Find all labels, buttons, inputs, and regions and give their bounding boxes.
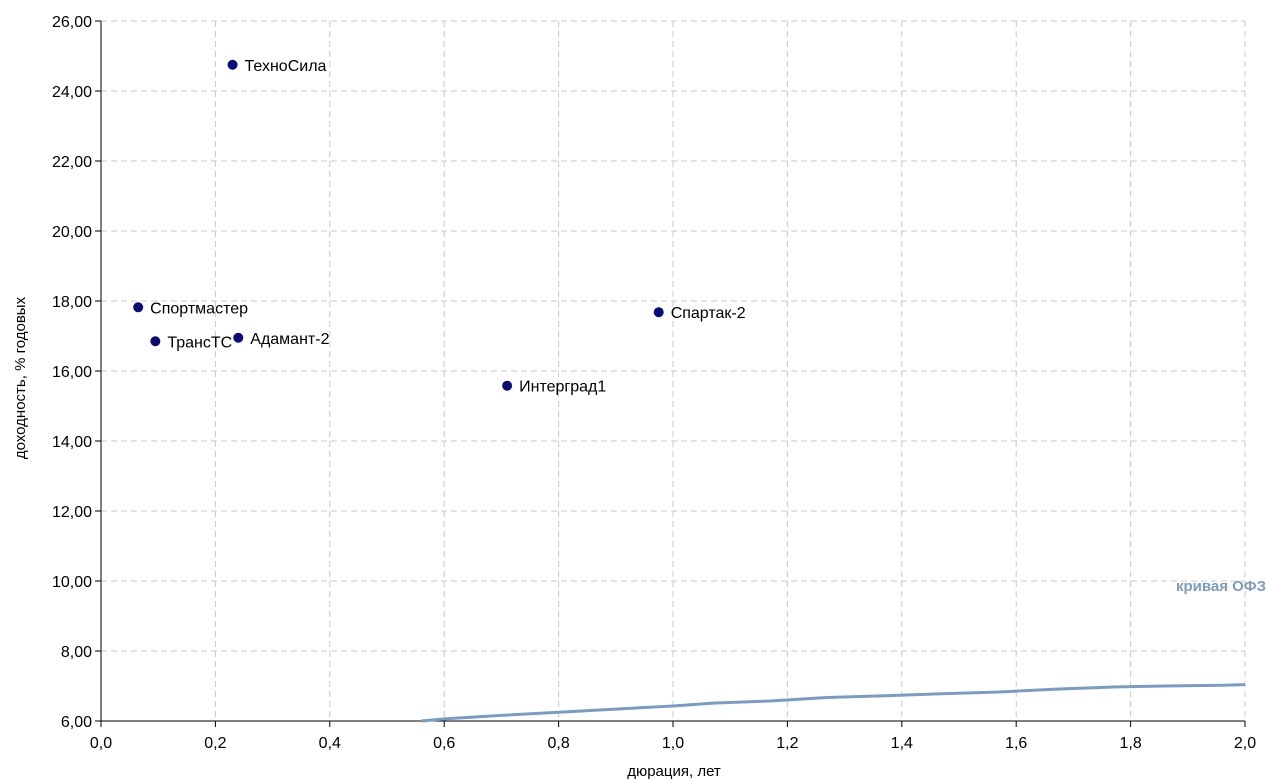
y-axis-title: доходность, % годовых: [12, 296, 29, 459]
x-tick-label: 2,0: [1234, 735, 1256, 752]
data-point: [227, 59, 238, 70]
y-tick-label: 20,00: [52, 224, 92, 241]
y-tick-label: 24,00: [52, 84, 92, 101]
y-tick-label: 12,00: [52, 504, 92, 521]
y-tick-label: 14,00: [52, 434, 92, 451]
ofz-curve-line: [421, 683, 1246, 723]
x-tick-label: 1,6: [1005, 735, 1027, 752]
x-tick-label: 0,4: [319, 735, 341, 752]
x-tick-label: 1,2: [776, 735, 798, 752]
data-point-label: Интерград1: [519, 379, 606, 396]
data-point-label: Спортмастер: [150, 300, 248, 317]
data-point-label: Адамант-2: [250, 331, 329, 348]
data-point-label: ТехноСила: [245, 58, 327, 75]
y-tick-label: 22,00: [52, 154, 92, 171]
x-axis-title: дюрация, лет: [627, 763, 721, 780]
y-tick-label: 16,00: [52, 364, 92, 381]
y-tick-label: 26,00: [52, 14, 92, 31]
y-tick-label: 8,00: [61, 644, 92, 661]
data-point-label: ТрансТС: [167, 334, 232, 351]
ticks: 0,0 0,2 0,4 0,6 0,8 1,0 1,2 1,4 1,6 1,8 2,0 6,00 8,0…: [52, 14, 1256, 752]
data-point: [150, 336, 161, 347]
data-point: [502, 380, 513, 391]
x-tick-label: 0,2: [204, 735, 226, 752]
points: ТехноСила Спортмастер ТрансТС Адамант-2 Спар…: [133, 58, 746, 396]
x-tick-label: 0,6: [433, 735, 455, 752]
ofz-curve-label: кривая ОФЗ: [1176, 578, 1266, 595]
x-tick-label: 1,4: [891, 735, 913, 752]
grid: [101, 20, 1246, 721]
y-tick-label: 6,00: [61, 714, 92, 731]
data-point: [233, 332, 244, 343]
x-tick-label: 0,0: [90, 735, 112, 752]
ofz-curve-group: [421, 683, 1246, 723]
x-tick-label: 0,8: [547, 735, 569, 752]
y-tick-label: 10,00: [52, 574, 92, 591]
x-tick-label: 1,8: [1119, 735, 1141, 752]
y-tick-label: 18,00: [52, 294, 92, 311]
data-point: [653, 307, 664, 318]
data-point: [133, 302, 144, 313]
data-point-label: Спартак-2: [671, 305, 746, 322]
x-tick-label: 1,0: [662, 735, 684, 752]
